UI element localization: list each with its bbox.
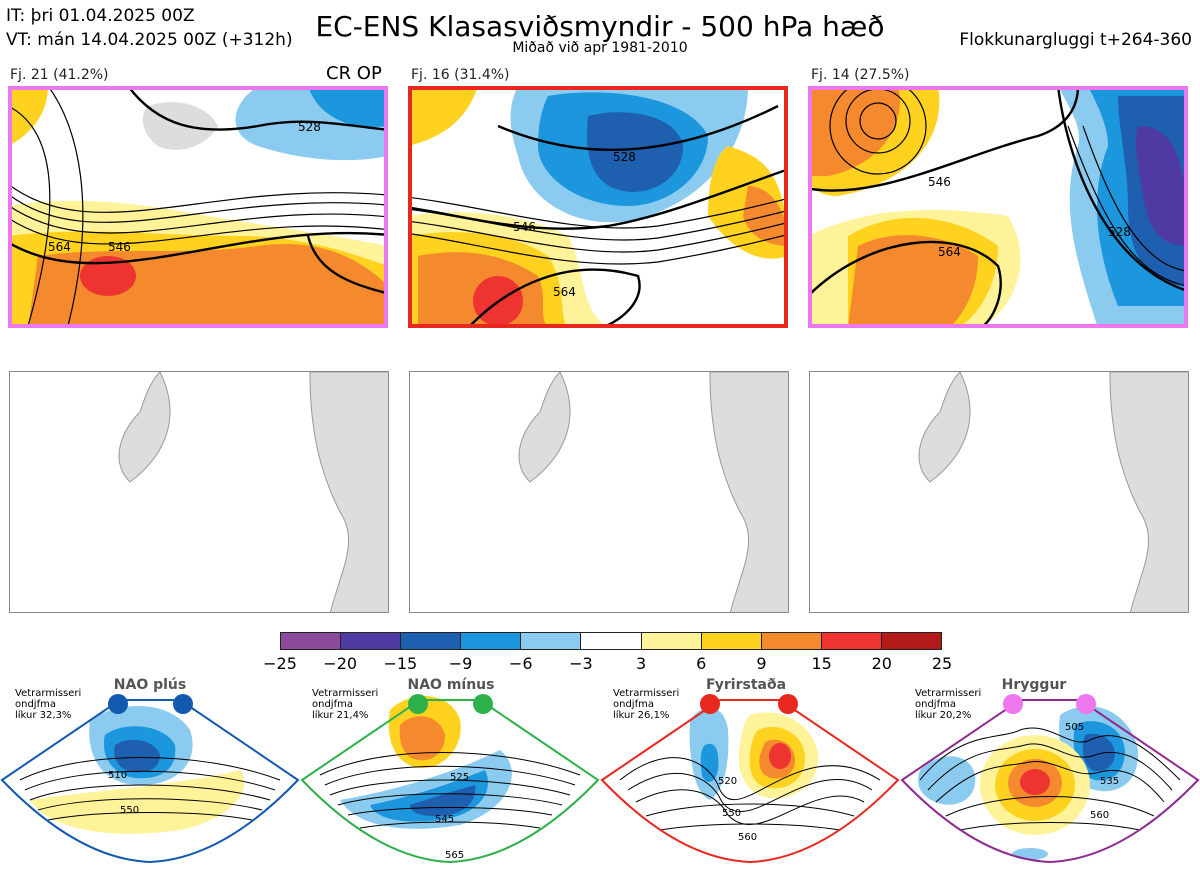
colorbar-tick-label: −6: [508, 654, 533, 673]
regime-contour-label: 560: [1090, 810, 1109, 821]
contour-label: 564: [48, 240, 71, 254]
colorbar-swatch: [581, 633, 642, 649]
contour-label: 528: [1108, 225, 1131, 239]
regime-contour-label: 520: [718, 776, 737, 787]
window-label: Flokkunargluggi t+264-360: [959, 30, 1192, 50]
regime-caption: Vetrarmisseri ondjfma líkur 20,2%: [915, 688, 982, 721]
regime-title: NAO plús: [113, 677, 187, 693]
regime-nao-plus: 510 550: [0, 694, 300, 864]
regime-contour-label: 505: [1065, 722, 1084, 733]
panel-1-label: Fj. 21 (41.2%): [10, 67, 109, 83]
regime-ridge: 505 535 560: [900, 694, 1200, 864]
colorbar-swatch: [401, 633, 462, 649]
contour-label: 546: [928, 175, 951, 189]
regime-nao-minus: 525 545 565: [300, 694, 600, 864]
colorbar-tick-label: 9: [756, 654, 767, 673]
contour-label: 564: [938, 245, 961, 259]
colorbar-swatch: [641, 633, 702, 649]
regime-title: Fyrirstaða: [705, 677, 787, 693]
regime-contour-label: 535: [1100, 776, 1119, 787]
colorbar-tick-label: −15: [383, 654, 418, 673]
empty-map-1: [9, 371, 389, 613]
contour-label: 546: [513, 220, 536, 234]
contour-label: 564: [553, 285, 576, 299]
regime-blocking: 520 550 560: [600, 694, 900, 864]
colorbar-tick-label: 6: [696, 654, 707, 673]
colorbar-swatch: [281, 633, 342, 649]
colorbar-swatch: [761, 633, 822, 649]
page-subtitle: Miðað við apr 1981-2010: [512, 40, 688, 56]
regime-caption: Vetrarmisseri ondjfma líkur 26,1%: [613, 688, 680, 721]
colorbar-tick-label: 15: [811, 654, 832, 673]
regime-maps: 510 550 525 545 565: [0, 694, 1200, 864]
regime-caption: Vetrarmisseri ondjfma líkur 21,4%: [312, 688, 379, 721]
control-run-marker: CR OP: [326, 63, 382, 84]
page-title: EC-ENS Klasasviðsmyndir - 500 hPa hæð: [315, 10, 885, 43]
panel-2-label: Fj. 16 (31.4%): [411, 67, 510, 83]
colorbar-swatch: [701, 633, 762, 649]
regime-contour-label: 525: [450, 772, 469, 783]
colorbar-tick-label: 20: [871, 654, 892, 673]
contour-label: 546: [108, 240, 131, 254]
colorbar-swatch: [881, 633, 942, 649]
regime-contour-label: 510: [108, 770, 127, 781]
header-times: IT: þri 01.04.2025 00Z VT: mán 14.04.202…: [6, 4, 293, 52]
regime-contour-label: 560: [738, 832, 757, 843]
colorbar-swatch: [461, 633, 522, 649]
regime-contour-label: 550: [722, 808, 741, 819]
cluster-map-1: 564 546 528: [8, 86, 388, 328]
colorbar-swatch: [821, 633, 882, 649]
colorbar-tick-label: 3: [635, 654, 647, 673]
vt-line: VT: mán 14.04.2025 00Z (+312h): [6, 30, 293, 50]
colorbar-tick-label: −9: [448, 654, 473, 673]
regime-contour-label: 565: [445, 850, 464, 861]
cluster-map-2: 528 546 564: [408, 86, 788, 328]
regime-caption: Vetrarmisseri ondjfma líkur 32,3%: [15, 688, 82, 721]
regime-contour-label: 545: [435, 814, 454, 825]
colorbar-tick-label: −20: [323, 654, 358, 673]
colorbar-tick-label: −25: [263, 654, 297, 673]
colorbar-swatch: [341, 633, 402, 649]
colorbar-tick-label: −3: [569, 654, 593, 673]
regime-title: Hryggur: [1001, 677, 1067, 693]
regime-title: NAO mínus: [407, 677, 495, 693]
contour-label: 528: [613, 150, 636, 164]
it-line: IT: þri 01.04.2025 00Z: [6, 6, 195, 26]
regime-contour-label: 550: [120, 805, 139, 816]
contour-label: 528: [298, 120, 321, 134]
empty-map-2: [409, 371, 789, 613]
cluster-map-3: 546 564 528: [808, 86, 1188, 328]
colorbar-tick-label: 25: [931, 654, 953, 673]
panel-3-label: Fj. 14 (27.5%): [811, 67, 910, 83]
colorbar: [280, 632, 942, 650]
colorbar-swatch: [521, 633, 582, 649]
empty-map-3: [809, 371, 1189, 613]
